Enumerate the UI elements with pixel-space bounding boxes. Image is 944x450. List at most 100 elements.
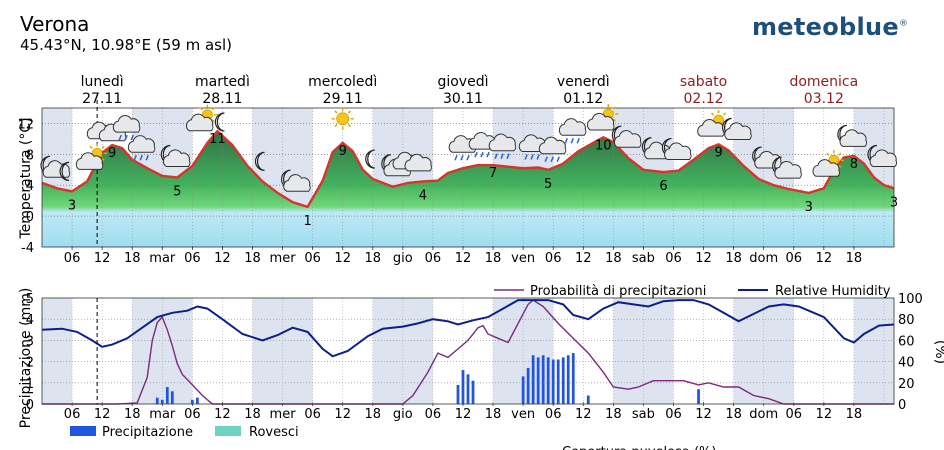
rain-drop [500, 153, 504, 159]
night-band [42, 298, 73, 404]
sun-ray [211, 119, 216, 123]
hour-tick: 06 [184, 251, 201, 266]
precipitation-bars [155, 353, 700, 404]
moon-icon [59, 161, 70, 181]
sun-cloud-icon [697, 110, 729, 137]
humidity-tick: 60 [898, 334, 915, 349]
temperature-tick: -4 [21, 241, 34, 256]
humidity-tick: 100 [898, 292, 923, 307]
brand-name: meteoblue [752, 13, 899, 41]
sun-ray [334, 110, 338, 114]
moon-cloud-icon [867, 144, 897, 167]
cloud-shape [186, 113, 214, 132]
sun-ray [826, 152, 830, 156]
precipitation-bar [165, 387, 169, 404]
precipitation-tick: 3 [26, 334, 34, 349]
rain-drop [550, 156, 554, 163]
hour-tick: 06 [64, 407, 81, 422]
sun-ray [710, 112, 715, 116]
cloud-shape [112, 115, 141, 133]
day-date: 02.12 [684, 91, 724, 107]
hour-tick: 18 [846, 251, 863, 266]
sun-disc [336, 112, 350, 126]
location-coordinates: 45.43°N, 10.98°E (59 m asl) [20, 36, 232, 54]
day-name: sabato [680, 74, 727, 90]
hour-tick: 18 [124, 407, 141, 422]
precipitation-bar [155, 397, 159, 404]
humidity-tick: 20 [898, 377, 915, 392]
temperature-label: 5 [544, 177, 552, 192]
hour-tick: 18 [244, 407, 261, 422]
night-band [733, 298, 794, 404]
hour-tick: 12 [214, 407, 231, 422]
cloud-shape [664, 142, 692, 161]
hour-tick: 12 [816, 407, 833, 422]
day-date: 27.11 [82, 91, 122, 107]
sun-cloud-icon [186, 104, 218, 132]
precipitation-bottom-legend: Precipitazione Rovesci [70, 425, 299, 440]
rain-drop [460, 154, 464, 161]
hour-tick: 18 [485, 407, 502, 422]
temperature-label: 11 [209, 132, 226, 147]
humidity-tick: 80 [898, 313, 915, 328]
rain-drop [454, 154, 458, 161]
cloud-shape [538, 136, 567, 155]
moon-cloud-icon [661, 137, 692, 161]
sun-ray [347, 123, 352, 128]
rain-drop [570, 137, 574, 144]
temperature-tick: 4 [26, 179, 34, 194]
hour-tick: 18 [365, 251, 382, 266]
sun-ray [722, 112, 727, 116]
temperature-label: 7 [489, 166, 497, 181]
precipitation-frame [41, 297, 895, 405]
temperature-label: 3 [805, 200, 813, 215]
sun-icon [331, 107, 354, 130]
precipitation-bar [521, 376, 525, 404]
cloud-shape [127, 135, 156, 153]
cloud-shape [283, 174, 311, 192]
rain-drop [139, 154, 143, 161]
night-band [613, 298, 674, 404]
day-date: 03.12 [804, 91, 844, 107]
sun-ray [838, 152, 842, 156]
precipitation-bar [471, 380, 475, 404]
precipitation-bar [190, 399, 194, 404]
cloud-rain-icon [127, 135, 156, 161]
temperature-label: 10 [595, 138, 612, 153]
hour-tick: 06 [425, 251, 442, 266]
legend-swatch-precipitation [70, 426, 96, 436]
precipitation-bar [195, 397, 199, 404]
meteoblue-logo[interactable]: meteoblue® [752, 13, 908, 41]
rain-drop [133, 154, 137, 161]
rain-drop [486, 151, 490, 158]
temperature-axis: 12 8 4 0 -4 Temperatura (°C) [17, 117, 34, 256]
temperature-area [42, 131, 894, 247]
sun-ray [101, 157, 105, 161]
precipitation-bar [531, 355, 535, 404]
moon-shape [59, 161, 70, 181]
precipitation-bar [556, 359, 560, 404]
hour-tick: 12 [94, 251, 111, 266]
humidity-tick: 0 [898, 398, 906, 413]
day-name: giovedì [437, 74, 488, 90]
precipitation-axis-title: Precipitazione (mm) [18, 288, 34, 429]
hour-tick: 06 [64, 251, 81, 266]
temperature-axis-title: Temperatura (°C) [18, 117, 34, 239]
precipitation-bar [546, 357, 550, 404]
rain-drop [480, 151, 484, 158]
hour-tick: dom [749, 407, 778, 422]
night-band [853, 298, 894, 404]
precipitation-bar [526, 367, 530, 404]
temperature-frame [41, 107, 895, 248]
hour-tick: 12 [575, 407, 592, 422]
sun-cloud-icon [75, 143, 108, 170]
hour-tick: 06 [785, 407, 802, 422]
cloud-shape [774, 161, 802, 179]
hour-tick: ven [511, 407, 535, 422]
rain-drop [466, 154, 470, 161]
hour-tick: 06 [545, 251, 562, 266]
rain-drop [118, 134, 122, 141]
hour-tick: 06 [785, 251, 802, 266]
precipitation-tick: 4 [26, 313, 34, 328]
